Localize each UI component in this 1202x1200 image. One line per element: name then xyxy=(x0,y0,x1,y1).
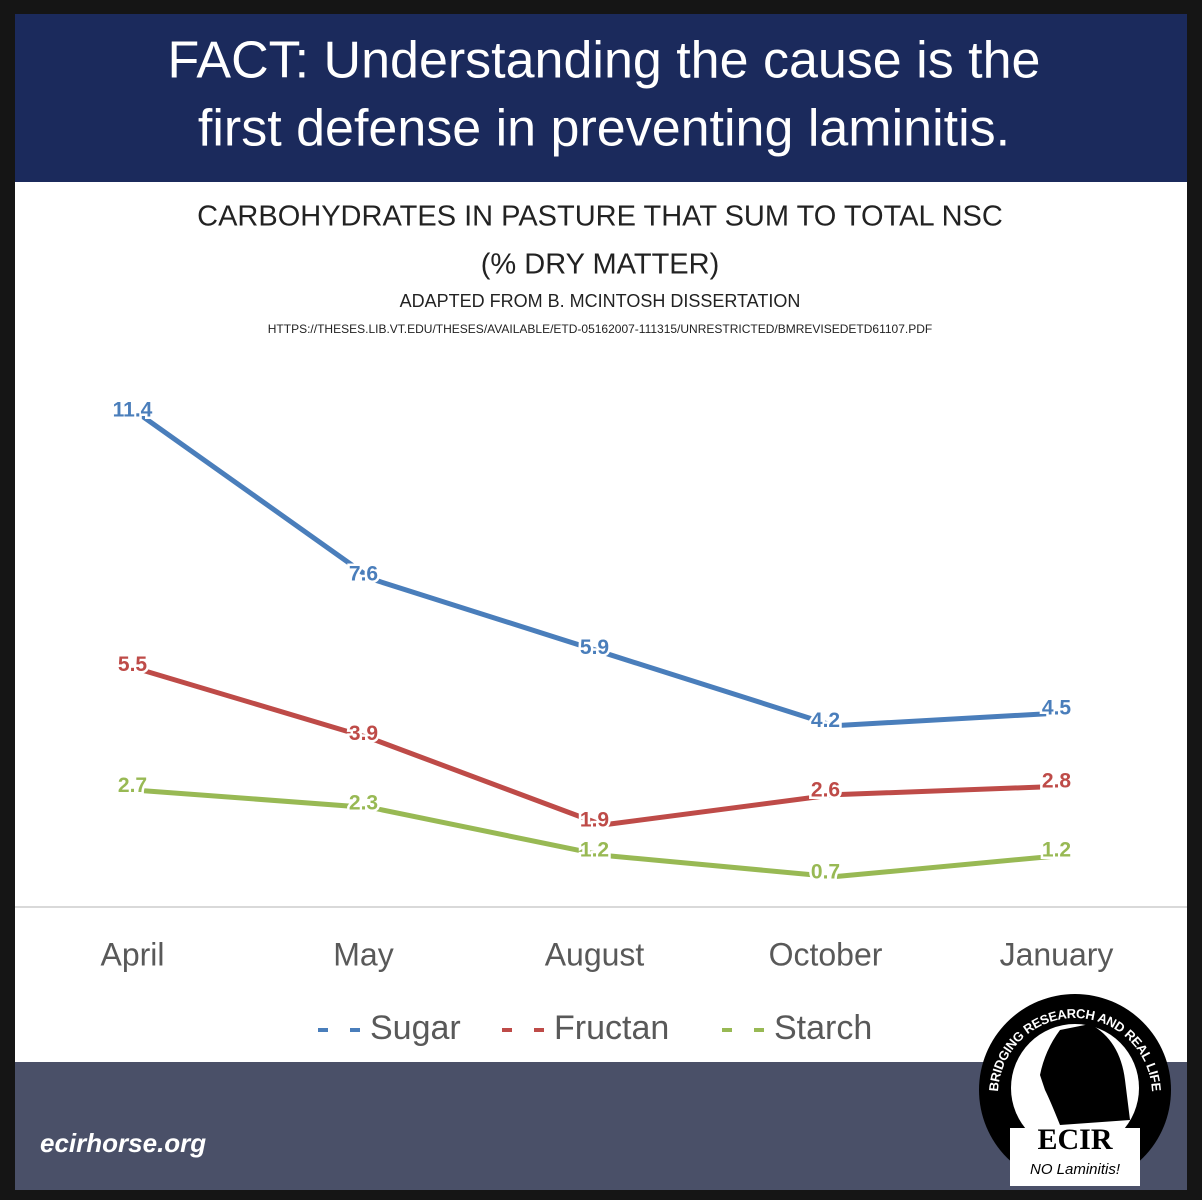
data-label: 2.8 xyxy=(1042,770,1072,793)
data-label: 4.2 xyxy=(811,709,840,732)
x-tick-label: May xyxy=(333,936,393,972)
data-label: 2.6 xyxy=(811,778,840,801)
horse-silhouette xyxy=(1040,1024,1130,1125)
legend-label: Sugar xyxy=(370,1009,461,1047)
chart-source: ADAPTED FROM B. MCINTOSH DISSERTATION xyxy=(400,291,801,311)
logo: BRIDGING RESEARCH AND REAL LIFE ECIR NO … xyxy=(979,994,1171,1186)
data-label: 1.2 xyxy=(580,839,609,862)
x-tick-label: October xyxy=(769,936,883,972)
data-label: 5.5 xyxy=(118,653,148,676)
data-label: 5.9 xyxy=(580,636,609,659)
banner-line: first defense in preventing laminitis. xyxy=(198,100,1010,158)
data-label: 2.3 xyxy=(349,791,378,814)
chart-title: CARBOHYDRATES IN PASTURE THAT SUM TO TOT… xyxy=(197,201,1003,233)
logo-tagline: NO Laminitis! xyxy=(1030,1161,1121,1178)
data-label: 4.5 xyxy=(1042,696,1072,719)
data-label: 1.9 xyxy=(580,809,609,832)
banner-line: FACT: Understanding the cause is the xyxy=(168,32,1041,90)
legend-label: Fructan xyxy=(554,1009,669,1047)
chart-area xyxy=(15,182,1187,1062)
data-label: 0.7 xyxy=(811,860,840,883)
website: ecirhorse.org xyxy=(40,1128,206,1158)
series-line xyxy=(140,787,1065,880)
logo-name: ECIR xyxy=(1037,1123,1112,1156)
x-tick-label: April xyxy=(100,936,164,972)
chart-subtitle: (% DRY MATTER) xyxy=(481,249,719,281)
data-label: 3.9 xyxy=(349,722,378,745)
legend-label: Starch xyxy=(774,1009,872,1047)
data-label: 11.4 xyxy=(113,398,153,421)
data-label: 2.7 xyxy=(118,774,147,797)
data-label: 1.2 xyxy=(1042,839,1071,862)
source-url: HTTPS://THESES.LIB.VT.EDU/THESES/AVAILAB… xyxy=(268,322,932,336)
series-line xyxy=(139,667,1065,828)
x-tick-label: January xyxy=(1000,936,1114,972)
x-tick-label: August xyxy=(545,936,645,972)
data-label: 7.6 xyxy=(349,562,378,585)
logo-band xyxy=(1010,1128,1140,1186)
series-line xyxy=(139,412,1065,729)
banner xyxy=(15,14,1187,182)
